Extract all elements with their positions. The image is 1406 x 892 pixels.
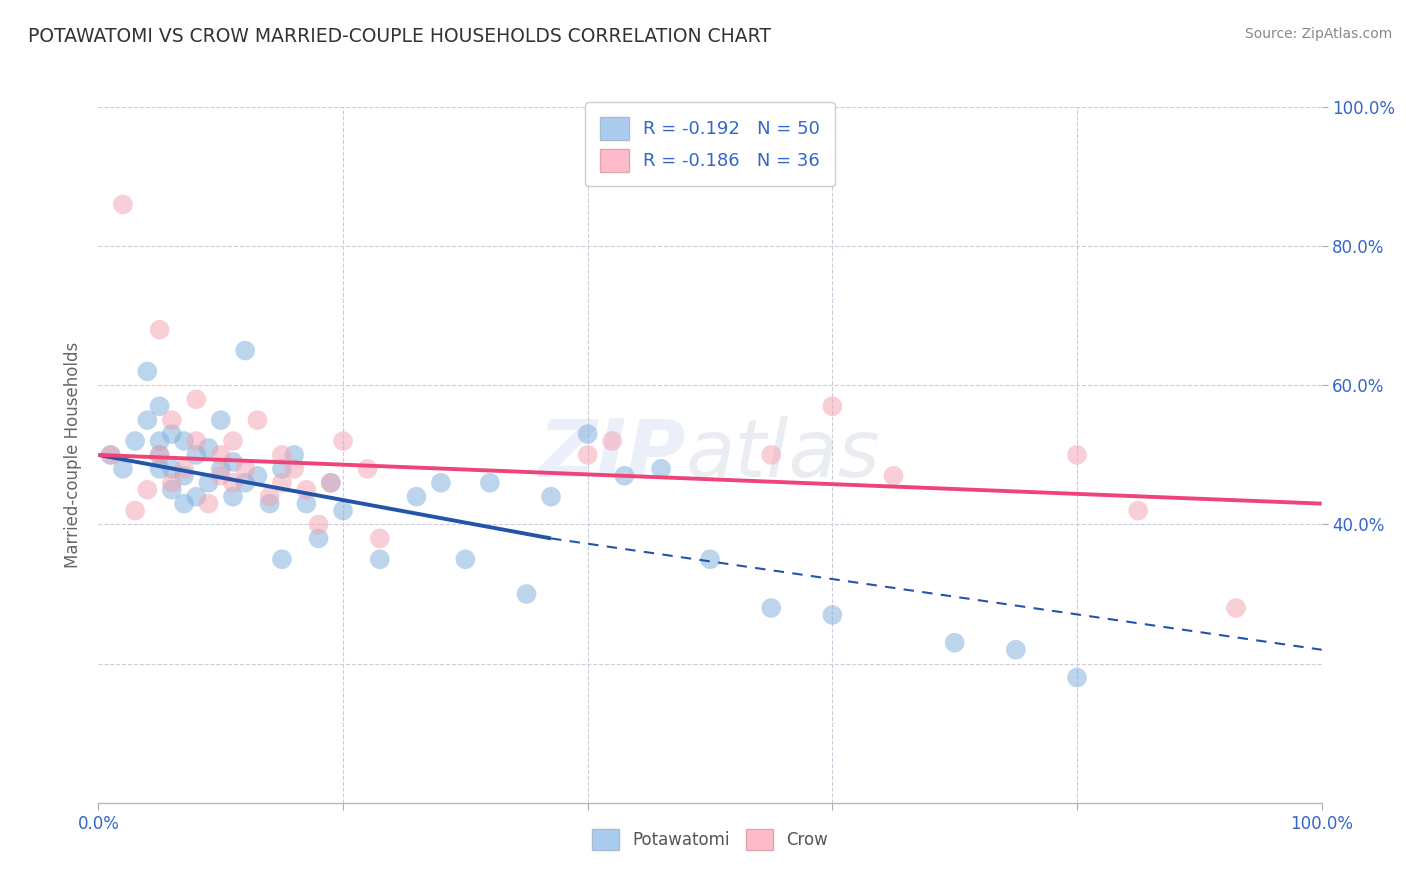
Point bbox=[197, 475, 219, 490]
Point bbox=[270, 462, 294, 476]
Text: atlas: atlas bbox=[686, 416, 880, 494]
Point bbox=[209, 462, 232, 476]
Point bbox=[160, 427, 183, 442]
Point bbox=[883, 468, 905, 483]
Point bbox=[1066, 448, 1088, 462]
Point bbox=[576, 427, 599, 442]
Point bbox=[222, 490, 245, 504]
Point bbox=[186, 434, 208, 448]
Point bbox=[197, 497, 219, 511]
Point bbox=[454, 552, 477, 566]
Point bbox=[332, 503, 354, 517]
Point bbox=[270, 552, 294, 566]
Point bbox=[308, 532, 330, 546]
Point bbox=[368, 532, 391, 546]
Point bbox=[1128, 503, 1150, 517]
Point bbox=[943, 636, 966, 650]
Point bbox=[246, 468, 269, 483]
Point bbox=[197, 441, 219, 455]
Point bbox=[186, 490, 208, 504]
Point bbox=[233, 475, 256, 490]
Point bbox=[283, 448, 305, 462]
Point bbox=[761, 601, 783, 615]
Point bbox=[1225, 601, 1247, 615]
Point bbox=[186, 392, 208, 407]
Point bbox=[160, 483, 183, 497]
Point bbox=[1066, 671, 1088, 685]
Point bbox=[821, 399, 844, 413]
Point bbox=[405, 490, 427, 504]
Point bbox=[319, 475, 342, 490]
Point bbox=[136, 413, 159, 427]
Point bbox=[1004, 642, 1026, 657]
Point bbox=[295, 483, 318, 497]
Point bbox=[173, 462, 195, 476]
Point bbox=[111, 462, 134, 476]
Point bbox=[209, 468, 232, 483]
Point bbox=[332, 434, 354, 448]
Point bbox=[100, 448, 122, 462]
Point bbox=[136, 364, 159, 378]
Point bbox=[124, 503, 146, 517]
Point bbox=[173, 434, 195, 448]
Point bbox=[295, 497, 318, 511]
Point bbox=[761, 448, 783, 462]
Point bbox=[149, 399, 172, 413]
Point bbox=[283, 462, 305, 476]
Point bbox=[173, 468, 195, 483]
Point bbox=[149, 323, 172, 337]
Point bbox=[209, 413, 232, 427]
Point bbox=[308, 517, 330, 532]
Point bbox=[136, 483, 159, 497]
Point bbox=[613, 468, 636, 483]
Point bbox=[699, 552, 721, 566]
Point bbox=[270, 475, 294, 490]
Text: POTAWATOMI VS CROW MARRIED-COUPLE HOUSEHOLDS CORRELATION CHART: POTAWATOMI VS CROW MARRIED-COUPLE HOUSEH… bbox=[28, 27, 770, 45]
Point bbox=[160, 462, 183, 476]
Point bbox=[821, 607, 844, 622]
Point bbox=[149, 448, 172, 462]
Point bbox=[222, 455, 245, 469]
Point bbox=[222, 434, 245, 448]
Point bbox=[124, 434, 146, 448]
Point bbox=[246, 413, 269, 427]
Point bbox=[209, 448, 232, 462]
Point bbox=[430, 475, 453, 490]
Point bbox=[259, 497, 281, 511]
Point bbox=[650, 462, 672, 476]
Text: Source: ZipAtlas.com: Source: ZipAtlas.com bbox=[1244, 27, 1392, 41]
Point bbox=[149, 462, 172, 476]
Text: ZIP: ZIP bbox=[538, 416, 686, 494]
Legend: Potawatomi, Crow: Potawatomi, Crow bbox=[585, 822, 835, 857]
Point bbox=[540, 490, 562, 504]
Point bbox=[149, 434, 172, 448]
Point bbox=[270, 448, 294, 462]
Y-axis label: Married-couple Households: Married-couple Households bbox=[65, 342, 83, 568]
Point bbox=[356, 462, 378, 476]
Point bbox=[600, 434, 623, 448]
Point bbox=[319, 475, 342, 490]
Point bbox=[100, 448, 122, 462]
Point bbox=[368, 552, 391, 566]
Point bbox=[111, 197, 134, 211]
Point bbox=[173, 497, 195, 511]
Point bbox=[160, 413, 183, 427]
Point bbox=[259, 490, 281, 504]
Point bbox=[149, 448, 172, 462]
Point bbox=[233, 343, 256, 358]
Point bbox=[222, 475, 245, 490]
Point bbox=[160, 475, 183, 490]
Point bbox=[576, 448, 599, 462]
Point bbox=[516, 587, 538, 601]
Point bbox=[478, 475, 501, 490]
Point bbox=[186, 448, 208, 462]
Point bbox=[233, 462, 256, 476]
